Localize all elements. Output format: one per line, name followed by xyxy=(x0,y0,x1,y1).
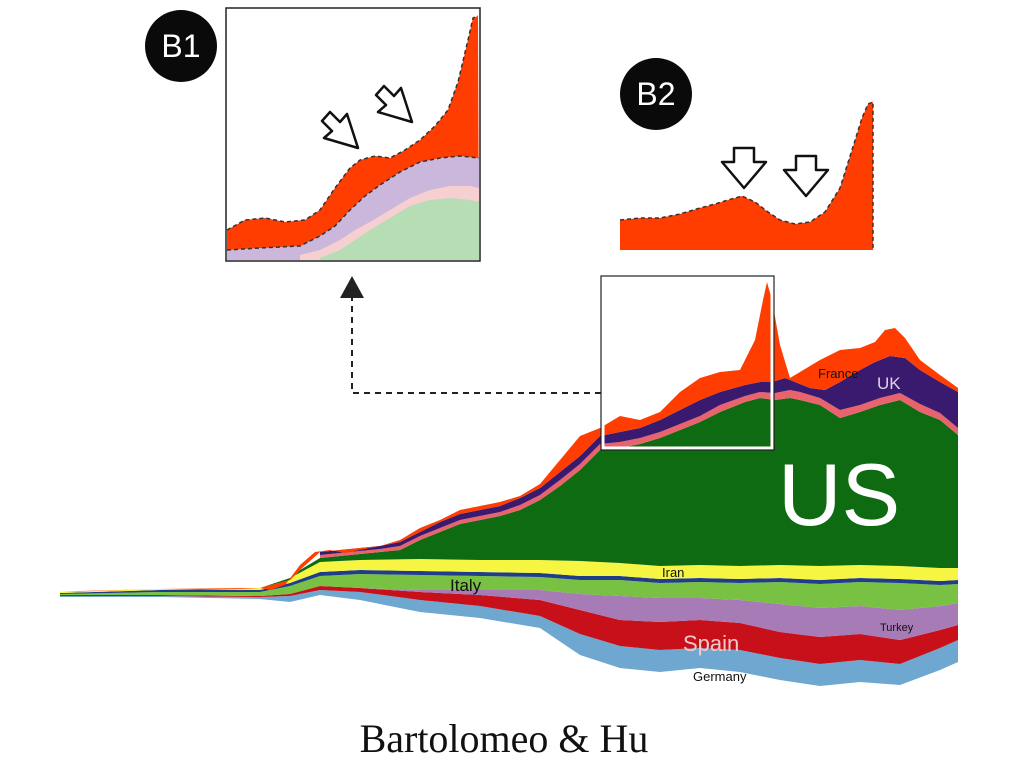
connector-line xyxy=(351,298,601,394)
b2-band xyxy=(620,102,873,250)
label-uk: UK xyxy=(877,374,901,393)
b2-dashed-outline xyxy=(619,100,874,250)
badge-b1-circle xyxy=(145,10,217,82)
stream-iran xyxy=(60,559,958,593)
stream-italy xyxy=(60,574,958,610)
stream-germany xyxy=(60,590,958,686)
label-turkey: Turkey xyxy=(880,622,914,634)
label-us: US xyxy=(778,445,900,544)
badge-b2: B2 xyxy=(636,76,675,112)
label-spain: Spain xyxy=(683,631,739,656)
caption: Bartolomeo & Hu xyxy=(360,716,649,761)
b2-arrow-right-icon xyxy=(782,154,830,198)
stream-blue-line xyxy=(60,570,958,594)
label-france: France xyxy=(818,366,858,381)
stream-turkey xyxy=(60,586,958,640)
b2-arrow-left-icon xyxy=(720,146,768,190)
badge-b2-circle xyxy=(620,58,692,130)
selection-box-outline xyxy=(600,275,775,451)
b1-band-green xyxy=(320,198,479,260)
b1-arrow-left-icon xyxy=(320,110,360,150)
panel-b1 xyxy=(225,7,481,262)
stream-uk xyxy=(320,356,958,555)
stream-labels: France UK US Iran Italy Turkey Spain Ger… xyxy=(450,366,914,684)
badge-b1: B1 xyxy=(161,28,200,64)
connector-arrowhead-icon xyxy=(340,276,364,298)
selection-box xyxy=(601,276,774,450)
b1-middle-dashed-outline xyxy=(226,155,480,251)
panel-b2 xyxy=(619,100,874,250)
label-iran: Iran xyxy=(662,565,684,580)
b1-arrow-right-icon xyxy=(374,84,414,124)
label-italy: Italy xyxy=(450,576,482,595)
stream-spain xyxy=(60,586,958,664)
label-germany: Germany xyxy=(693,669,747,684)
